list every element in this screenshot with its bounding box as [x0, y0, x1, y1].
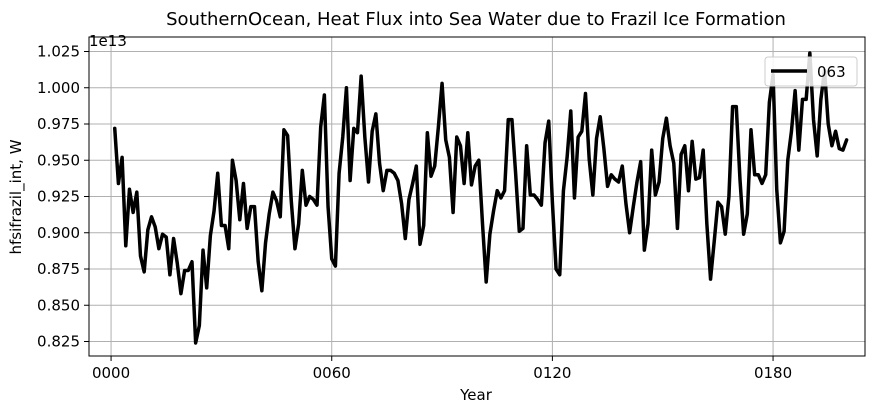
y-axis-offset-label: 1e13	[89, 32, 127, 50]
y-tick-label: 0.825	[37, 333, 80, 351]
y-tick-label: 0.875	[37, 260, 80, 278]
x-ticks: 0000 0060 0120 0180	[92, 356, 792, 382]
y-ticks: 0.825 0.850 0.875 0.900 0.925 0.950 0.975 1.000…	[37, 43, 89, 351]
x-tick-label: 0000	[92, 364, 130, 382]
y-tick-label: 1.025	[37, 43, 80, 61]
grid	[89, 37, 865, 356]
y-tick-label: 0.950	[37, 151, 80, 169]
x-tick-label: 0120	[533, 364, 571, 382]
legend: 063	[764, 56, 858, 87]
y-axis-label: hfsifrazil_int, W	[7, 139, 26, 254]
x-tick-label: 0060	[313, 364, 351, 382]
legend-label-063: 063	[817, 63, 846, 81]
y-tick-label: 0.925	[37, 188, 80, 206]
y-tick-label: 0.900	[37, 224, 80, 242]
y-tick-label: 0.850	[37, 296, 80, 314]
chart-title: SouthernOcean, Heat Flux into Sea Water …	[166, 9, 786, 30]
series-line-063	[112, 51, 849, 345]
legend-frame	[764, 56, 858, 87]
series-layer	[112, 51, 849, 345]
y-tick-label: 0.975	[37, 115, 80, 133]
x-axis-label: Year	[459, 386, 493, 404]
x-tick-label: 0180	[754, 364, 792, 382]
y-tick-label: 1.000	[37, 79, 80, 97]
